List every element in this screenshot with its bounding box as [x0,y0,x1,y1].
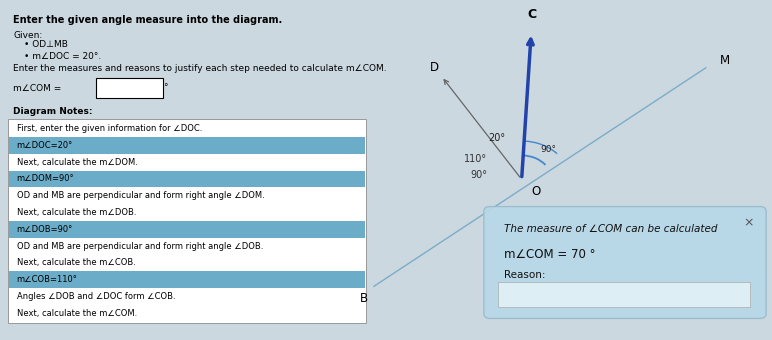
Text: M: M [720,54,730,67]
FancyBboxPatch shape [8,119,366,323]
Text: Next, calculate the m∠COM.: Next, calculate the m∠COM. [17,309,137,318]
Text: 90°: 90° [470,170,487,180]
Text: The measure of ∠COM can be calculated: The measure of ∠COM can be calculated [504,224,717,234]
Text: Enter the given angle measure into the diagram.: Enter the given angle measure into the d… [13,15,283,25]
Text: B: B [360,292,368,305]
Text: 20°: 20° [489,133,506,142]
Text: Angles ∠DOB and ∠DOC form ∠COB.: Angles ∠DOB and ∠DOC form ∠COB. [17,292,175,301]
FancyBboxPatch shape [96,78,164,98]
FancyBboxPatch shape [9,221,365,238]
Text: m∠COM = 70 °: m∠COM = 70 ° [504,248,595,261]
Text: Enter the measures and reasons to justify each step needed to calculate m∠COM.: Enter the measures and reasons to justif… [13,64,387,73]
Text: Next, calculate the m∠COB.: Next, calculate the m∠COB. [17,258,136,267]
Text: 90°: 90° [540,146,557,154]
Text: D: D [429,61,438,74]
Text: Next, calculate the m∠DOM.: Next, calculate the m∠DOM. [17,158,137,167]
FancyBboxPatch shape [9,171,365,187]
Text: C: C [527,8,537,21]
Text: °: ° [164,84,168,92]
FancyBboxPatch shape [9,137,365,154]
Text: Next, calculate the m∠DOB.: Next, calculate the m∠DOB. [17,208,136,217]
Text: 110°: 110° [464,154,487,164]
Text: First, enter the given information for ∠DOC.: First, enter the given information for ∠… [17,124,202,133]
FancyBboxPatch shape [484,207,766,318]
Text: m∠DOM=90°: m∠DOM=90° [17,174,74,184]
Text: ×: × [743,216,754,229]
FancyBboxPatch shape [9,271,365,288]
Text: Reason:: Reason: [504,271,545,280]
Text: • OD⊥MB: • OD⊥MB [24,40,68,49]
Text: OD and MB are perpendicular and form right angle ∠DOB.: OD and MB are perpendicular and form rig… [17,242,263,251]
Text: • m∠DOC = 20°.: • m∠DOC = 20°. [24,52,101,61]
Text: m∠DOB=90°: m∠DOB=90° [17,225,73,234]
Text: m∠DOC=20°: m∠DOC=20° [17,141,73,150]
Text: m∠COM =: m∠COM = [13,84,61,92]
Text: m∠COB=110°: m∠COB=110° [17,275,77,284]
Text: Given:: Given: [13,31,42,40]
Text: Diagram Notes:: Diagram Notes: [13,107,93,117]
Text: O: O [532,185,541,198]
FancyBboxPatch shape [498,282,750,307]
Text: OD and MB are perpendicular and form right angle ∠DOM.: OD and MB are perpendicular and form rig… [17,191,265,200]
